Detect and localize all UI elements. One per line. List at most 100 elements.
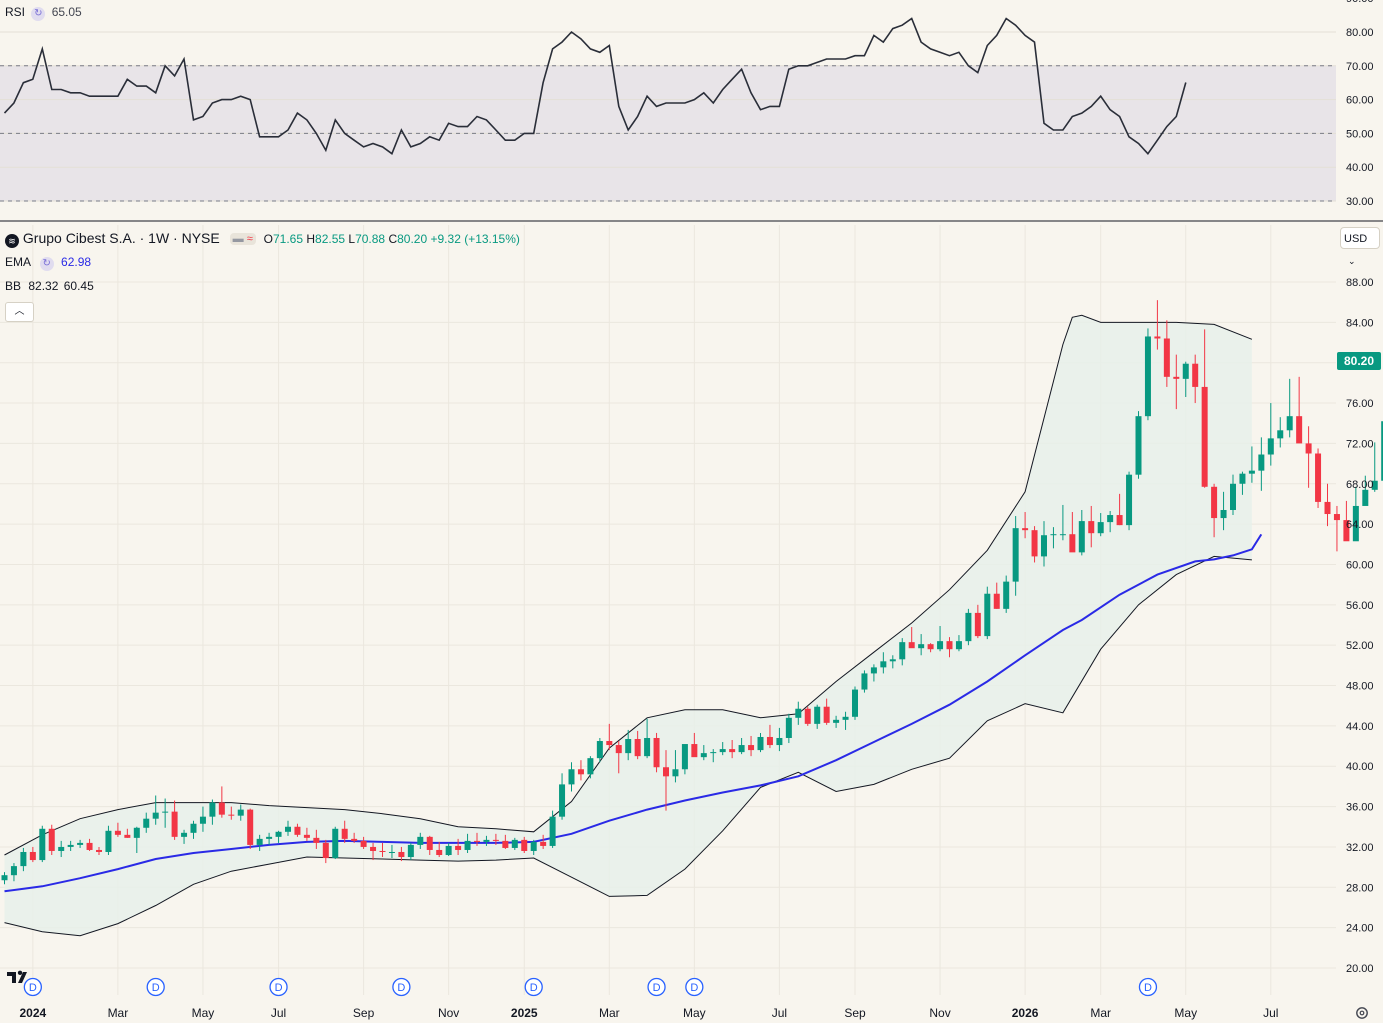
candle-body xyxy=(1173,376,1180,379)
candle-body xyxy=(181,832,188,837)
visibility-toggle[interactable]: ▬ ≈ xyxy=(229,233,256,246)
candle-body xyxy=(804,708,811,724)
candle-body xyxy=(29,851,36,861)
dividend-marker-label: D xyxy=(530,982,538,994)
collapse-legend-button[interactable]: ︿ xyxy=(5,302,34,322)
candle-body xyxy=(1126,474,1133,526)
candle xyxy=(266,832,273,845)
candle-body xyxy=(417,836,424,845)
candle-body xyxy=(1211,486,1218,519)
bollinger-band-fill xyxy=(4,315,1252,936)
candle-body xyxy=(1154,336,1161,339)
bb-legend[interactable]: BB 82.32 60.45 xyxy=(5,279,94,293)
time-tick-label: 2026 xyxy=(1012,1006,1039,1020)
bb-upper-value: 82.32 xyxy=(28,279,59,293)
candle-body xyxy=(152,812,159,819)
candle-body xyxy=(1352,505,1359,542)
candle xyxy=(341,820,348,843)
candle-body xyxy=(559,784,566,817)
candle xyxy=(492,833,499,845)
candle xyxy=(1126,471,1133,531)
candle xyxy=(1154,300,1161,350)
tradingview-logo[interactable] xyxy=(7,970,27,983)
rsi-tick-label: 80.00 xyxy=(1346,27,1374,39)
symbol-legend[interactable]: ≋ Grupo Cibest S.A. · 1W · NYSE ▬ ≈ O71.… xyxy=(5,230,520,248)
candle-body xyxy=(766,736,773,746)
settings-gear-icon[interactable] xyxy=(1356,1007,1368,1019)
candle-body xyxy=(757,736,764,751)
candle-body xyxy=(426,836,433,850)
candle-body xyxy=(776,737,783,746)
dividend-marker-circle xyxy=(1138,977,1158,997)
rsi-axis[interactable]: 90.00 80.00 70.00 60.00 50.00 40.00 30.00 xyxy=(1346,0,1374,208)
candle-body xyxy=(984,593,991,637)
rsi-value: 65.05 xyxy=(51,5,82,19)
candle-body xyxy=(388,851,395,853)
rsi-legend[interactable]: RSI ↻ 65.05 xyxy=(5,5,82,21)
rsi-settings-icon[interactable]: ↻ xyxy=(31,7,46,21)
candle-body xyxy=(322,842,329,859)
candle xyxy=(426,835,433,856)
time-axis[interactable]: 2024 Mar May Jul Sep Nov 2025 Mar May Jul Sep Nov 20… xyxy=(19,1006,1278,1020)
candle-body xyxy=(209,802,216,817)
candle-body xyxy=(256,838,263,845)
candle xyxy=(133,826,140,853)
candle-body xyxy=(937,641,944,650)
symbol-title[interactable]: Grupo Cibest S.A. · 1W · NYSE xyxy=(22,230,220,246)
candle-body xyxy=(360,840,367,847)
candle xyxy=(530,839,537,856)
candle-body xyxy=(606,741,613,746)
candle-body xyxy=(218,802,225,815)
ema-settings-icon[interactable]: ↻ xyxy=(39,257,54,271)
candle-body xyxy=(464,840,471,850)
candle-body xyxy=(1031,530,1038,557)
candle-body xyxy=(955,641,962,650)
candle xyxy=(1173,354,1180,410)
candle-body xyxy=(1324,501,1331,515)
close-value: 80.20 xyxy=(397,232,428,246)
candle xyxy=(766,724,773,749)
low-value: 70.88 xyxy=(355,232,386,246)
candle xyxy=(1248,446,1255,483)
candle-body xyxy=(1230,483,1236,510)
time-tick-label: Sep xyxy=(844,1006,866,1020)
candle xyxy=(218,786,225,818)
currency-select[interactable]: USD ⌄ xyxy=(1340,227,1380,266)
time-tick-label: Nov xyxy=(929,1006,950,1020)
candle xyxy=(332,826,339,860)
dividend-marker-label: D xyxy=(653,982,661,994)
price-tick-label: 52.00 xyxy=(1346,640,1374,652)
time-tick-label: May xyxy=(683,1006,706,1020)
candle xyxy=(785,713,792,744)
candle xyxy=(322,839,329,864)
candle-body xyxy=(1239,473,1246,484)
candle-body xyxy=(540,841,547,846)
candle xyxy=(540,834,547,849)
candle xyxy=(663,750,669,811)
candle-body xyxy=(1003,581,1010,609)
candle xyxy=(1296,376,1303,444)
candle xyxy=(955,635,962,652)
candle-body xyxy=(1,875,8,881)
candle-body xyxy=(1135,416,1142,475)
dividend-marker-label: D xyxy=(152,982,160,994)
high-value: 82.55 xyxy=(315,232,346,246)
candle xyxy=(1022,512,1029,539)
ema-legend[interactable]: EMA ↻ 62.98 xyxy=(5,255,91,271)
candle-body xyxy=(946,641,953,650)
bb-name: BB xyxy=(5,279,22,293)
price-axis[interactable]: 88.0084.0080.0076.0072.0068.0064.0060.00… xyxy=(1346,277,1374,975)
candle-body xyxy=(1381,421,1383,481)
price-tick-label: 28.00 xyxy=(1346,882,1374,894)
time-tick-label: Jul xyxy=(772,1006,787,1020)
candle xyxy=(606,723,613,751)
candle-body xyxy=(785,717,792,738)
time-tick-label: Sep xyxy=(353,1006,375,1020)
candle xyxy=(313,829,320,849)
candle-body xyxy=(124,834,131,838)
candle-body xyxy=(162,811,169,813)
candle-body xyxy=(247,809,254,845)
open-label: O xyxy=(263,232,273,246)
close-label: C xyxy=(388,232,398,246)
